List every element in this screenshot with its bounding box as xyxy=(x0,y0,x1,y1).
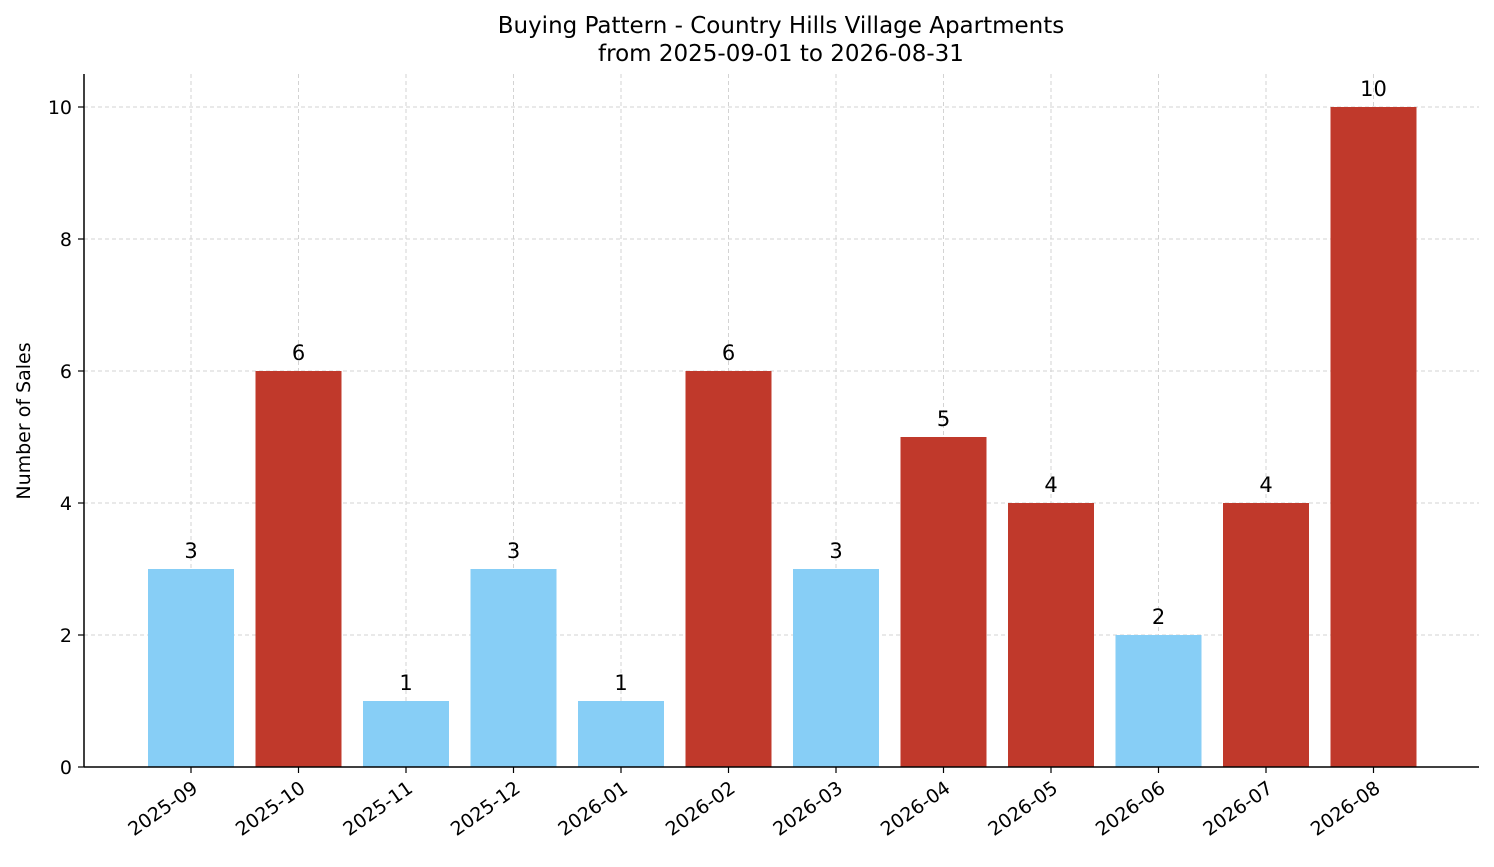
bar-2025-09 xyxy=(148,569,234,767)
bar-2026-08 xyxy=(1330,107,1417,767)
y-tick-label: 0 xyxy=(60,757,72,779)
y-tick-label: 8 xyxy=(60,229,72,251)
chart-title: Buying Pattern - Country Hills Village A… xyxy=(498,13,1065,39)
data-label-2026-07: 4 xyxy=(1259,473,1272,497)
x-tick-label: 2026-01 xyxy=(554,777,632,841)
bar-2025-11 xyxy=(363,701,449,767)
y-tick-label: 6 xyxy=(60,361,72,383)
x-tick-label: 2025-12 xyxy=(447,777,525,841)
data-labels-layer: 3 6 1 3 1 6 3 5 4 2 4 10 xyxy=(184,77,1387,695)
data-label-2025-11: 1 xyxy=(399,671,412,695)
x-tick-label: 2026-04 xyxy=(877,777,955,841)
bar-2026-03 xyxy=(793,569,879,767)
data-label-2026-03: 3 xyxy=(829,539,842,563)
bar-2026-05 xyxy=(1008,503,1094,767)
y-tick-label: 4 xyxy=(60,493,72,515)
data-label-2025-12: 3 xyxy=(507,539,520,563)
x-tick-label: 2025-11 xyxy=(339,777,417,841)
bar-2026-02 xyxy=(685,371,772,767)
data-label-2026-01: 1 xyxy=(614,671,627,695)
y-tick-label: 10 xyxy=(48,97,72,119)
bar-2025-10 xyxy=(255,371,342,767)
data-label-2026-06: 2 xyxy=(1152,605,1165,629)
bar-2026-07 xyxy=(1223,503,1309,767)
x-tick-label: 2025-10 xyxy=(232,777,310,841)
x-tick-label: 2026-07 xyxy=(1199,777,1277,841)
x-tick-label: 2026-02 xyxy=(662,777,740,841)
x-tick-label: 2026-06 xyxy=(1092,777,1170,841)
data-label-2026-08: 10 xyxy=(1360,77,1387,101)
chart-subtitle: from 2025-09-01 to 2026-08-31 xyxy=(598,41,964,67)
y-axis-label: Number of Sales xyxy=(13,342,35,499)
data-label-2026-05: 4 xyxy=(1044,473,1057,497)
y-tick-label: 2 xyxy=(60,625,72,647)
x-tick-label: 2026-03 xyxy=(769,777,847,841)
data-label-2026-02: 6 xyxy=(722,341,735,365)
data-label-2025-10: 6 xyxy=(292,341,305,365)
bar-2026-01 xyxy=(578,701,664,767)
bar-2026-06 xyxy=(1115,635,1202,767)
bar-2026-04 xyxy=(900,437,987,767)
bars-layer xyxy=(148,107,1417,767)
x-tick-label: 2025-09 xyxy=(124,777,202,841)
bar-2025-12 xyxy=(470,569,557,767)
data-label-2025-09: 3 xyxy=(184,539,197,563)
x-tick-label: 2026-05 xyxy=(984,777,1062,841)
data-label-2026-04: 5 xyxy=(937,407,950,431)
x-tick-label: 2026-08 xyxy=(1307,777,1385,841)
